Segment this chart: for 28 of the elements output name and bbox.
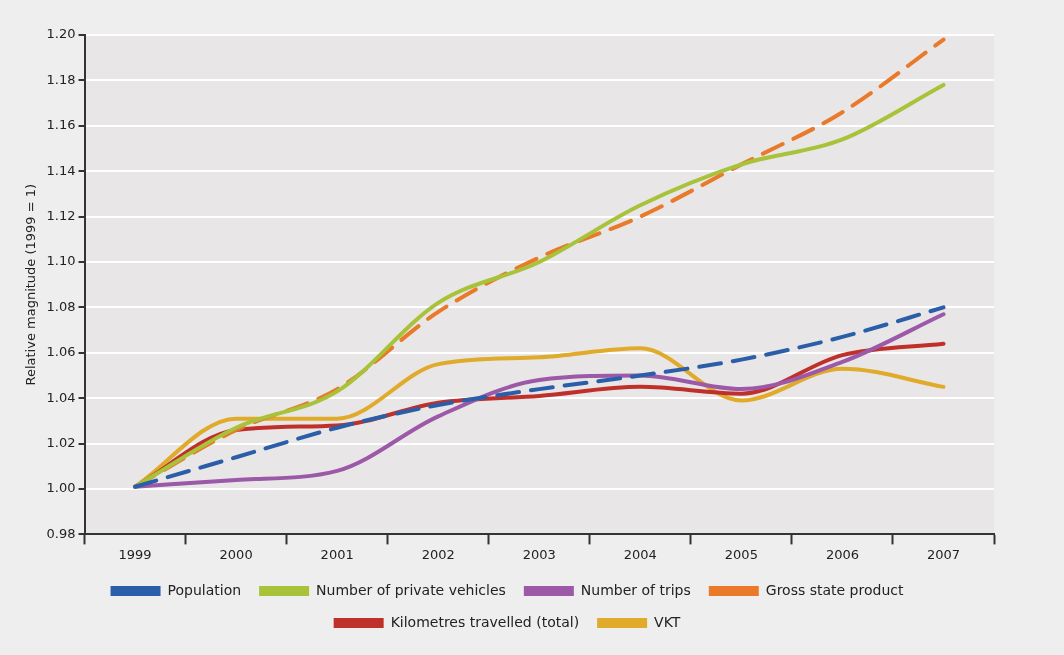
x-tick-label: 2007 <box>926 546 961 562</box>
y-tick-label: 1.14 <box>46 162 76 178</box>
y-tick-label: 1.06 <box>46 344 76 360</box>
y-tick-label: 1.00 <box>46 480 76 496</box>
y-tick-label: 1.12 <box>46 207 76 223</box>
x-tick-label: 2000 <box>219 546 253 562</box>
y-tick-label: 1.02 <box>46 434 76 450</box>
y-tick-label: 1.10 <box>46 253 76 269</box>
y-tick-label: 1.08 <box>46 298 76 314</box>
x-tick-label: 2003 <box>522 546 556 562</box>
y-tick-label: 1.16 <box>46 117 76 133</box>
y-tick-label: 1.04 <box>46 389 76 405</box>
x-tick-label: 1999 <box>118 546 152 562</box>
y-tick-label: 1.18 <box>46 71 76 87</box>
legend-label: Number of trips <box>580 581 691 598</box>
legend-label: Number of private vehicles <box>316 581 506 598</box>
x-tick-label: 2001 <box>320 546 354 562</box>
x-tick-label: 2006 <box>825 546 859 562</box>
legend-label: VKT <box>654 613 681 630</box>
x-tick-label: 2002 <box>421 546 455 562</box>
y-axis-title: Relative magnitude (1999 = 1) <box>23 183 39 386</box>
y-tick-label: 1.20 <box>46 26 76 42</box>
x-tick-label: 2005 <box>724 546 758 562</box>
y-tick-label: 0.98 <box>46 525 76 541</box>
legend-label: Kilometres travelled (total) <box>390 613 580 630</box>
legend-label: Population <box>167 581 242 598</box>
x-tick-label: 2004 <box>623 546 657 562</box>
legend-label: Gross state product <box>765 581 904 598</box>
